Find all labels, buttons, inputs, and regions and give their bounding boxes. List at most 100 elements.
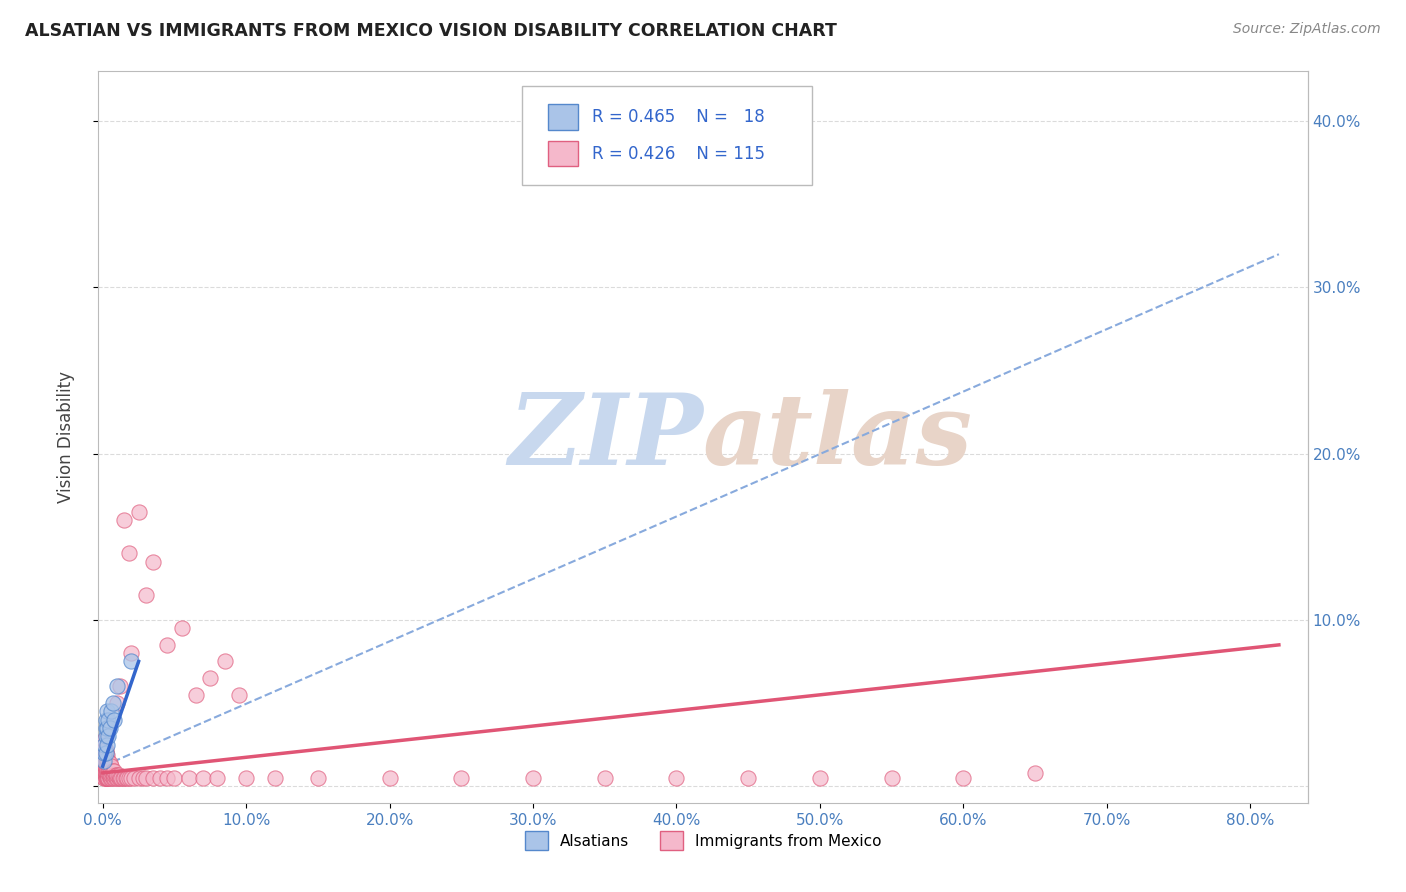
Point [93,754,115,768]
Point [97,767,120,781]
Point [96,753,118,767]
Point [177,771,200,785]
Point [97,764,120,779]
Point [665,771,688,785]
Point [101,764,124,779]
Point [94,771,117,785]
Point [93,771,115,785]
Point [170,621,193,635]
Point [522,771,544,785]
Point [103,713,125,727]
Text: ALSATIAN VS IMMIGRANTS FROM MEXICO VISION DISABILITY CORRELATION CHART: ALSATIAN VS IMMIGRANTS FROM MEXICO VISIO… [25,22,837,40]
Point [100,764,122,779]
FancyBboxPatch shape [548,104,578,130]
Point [156,638,179,652]
Point [94,747,117,762]
Point [98,721,121,735]
Y-axis label: Vision Disability: Vision Disability [56,371,75,503]
Point [228,688,250,702]
Point [1024,765,1046,780]
Point [98,756,121,770]
Point [263,771,285,785]
Point [94,764,117,779]
Point [120,655,142,669]
Point [191,771,214,785]
Point [94,742,117,756]
Point [163,771,186,785]
Point [111,771,134,785]
Point [100,705,122,719]
Point [104,767,127,781]
Point [112,771,135,785]
Text: Source: ZipAtlas.com: Source: ZipAtlas.com [1233,22,1381,37]
Point [97,771,120,785]
Point [93,749,115,764]
Point [101,771,124,785]
Point [94,746,117,760]
Legend: Alsatians, Immigrants from Mexico: Alsatians, Immigrants from Mexico [524,831,882,850]
Point [94,713,117,727]
Point [98,764,121,779]
Point [98,767,121,781]
Point [94,765,117,780]
Point [135,771,157,785]
Point [214,655,236,669]
Point [97,754,120,768]
Point [98,761,121,775]
Point [94,764,117,779]
Point [96,771,118,785]
Point [93,754,115,768]
Point [128,771,150,785]
FancyBboxPatch shape [522,86,811,185]
Point [593,771,616,785]
Point [120,771,142,785]
Point [96,771,118,785]
Point [93,765,115,780]
Point [952,771,974,785]
Point [93,765,115,780]
Point [108,771,131,785]
Point [94,751,117,765]
Point [94,761,117,775]
Point [115,771,138,785]
Point [124,771,146,785]
Point [120,646,142,660]
Point [378,771,401,785]
Point [93,757,115,772]
Point [97,771,120,785]
FancyBboxPatch shape [548,141,578,167]
Point [105,767,128,781]
Text: atlas: atlas [703,389,973,485]
Point [96,761,118,775]
Point [156,771,179,785]
Point [103,764,125,779]
Point [880,771,903,785]
Text: R = 0.426    N = 115: R = 0.426 N = 115 [592,145,765,163]
Point [117,771,139,785]
Point [107,767,129,781]
Point [93,732,115,747]
Point [94,759,117,773]
Point [98,769,121,783]
Point [808,771,831,785]
Point [117,546,139,560]
Point [93,771,115,785]
Point [105,680,128,694]
Point [93,763,115,777]
Point [94,769,117,783]
Point [96,765,118,780]
Point [96,738,118,752]
Point [96,763,118,777]
Text: ZIP: ZIP [508,389,703,485]
Point [98,771,121,785]
Point [96,721,118,735]
Point [101,767,124,781]
Point [450,771,472,785]
Point [94,767,117,781]
Point [128,505,150,519]
Point [207,771,229,785]
Point [105,771,128,785]
Point [110,771,132,785]
Point [96,764,118,779]
Point [93,763,115,777]
